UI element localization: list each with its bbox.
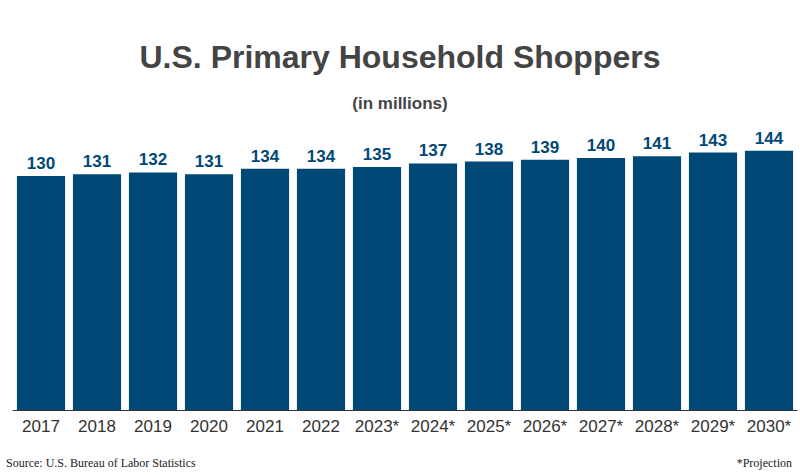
svg-text:140: 140 bbox=[587, 136, 615, 155]
svg-text:2019: 2019 bbox=[134, 417, 172, 436]
svg-text:2017: 2017 bbox=[22, 417, 60, 436]
svg-text:2025*: 2025* bbox=[467, 417, 512, 436]
svg-text:*Projection: *Projection bbox=[737, 456, 792, 470]
svg-text:2023*: 2023* bbox=[355, 417, 400, 436]
svg-text:2021: 2021 bbox=[246, 417, 284, 436]
svg-text:Source: U.S. Bureau of Labor S: Source: U.S. Bureau of Labor Statistics bbox=[6, 456, 196, 470]
svg-text:144: 144 bbox=[755, 129, 784, 148]
svg-text:2020: 2020 bbox=[190, 417, 228, 436]
svg-text:2018: 2018 bbox=[78, 417, 116, 436]
svg-text:141: 141 bbox=[643, 134, 671, 153]
svg-text:135: 135 bbox=[363, 145, 391, 164]
svg-text:(in millions): (in millions) bbox=[352, 94, 447, 113]
svg-text:139: 139 bbox=[531, 138, 559, 157]
svg-text:138: 138 bbox=[475, 140, 503, 159]
svg-text:130: 130 bbox=[27, 154, 55, 173]
svg-text:2026*: 2026* bbox=[523, 417, 568, 436]
svg-text:2028*: 2028* bbox=[635, 417, 680, 436]
svg-text:143: 143 bbox=[699, 131, 727, 150]
svg-text:2027*: 2027* bbox=[579, 417, 624, 436]
svg-text:131: 131 bbox=[83, 152, 111, 171]
svg-text:2030*: 2030* bbox=[747, 417, 792, 436]
svg-text:2022: 2022 bbox=[302, 417, 340, 436]
svg-text:137: 137 bbox=[419, 141, 447, 160]
svg-text:134: 134 bbox=[307, 147, 336, 166]
svg-text:2029*: 2029* bbox=[691, 417, 736, 436]
svg-text:131: 131 bbox=[195, 152, 223, 171]
svg-text:134: 134 bbox=[251, 147, 280, 166]
svg-text:2024*: 2024* bbox=[411, 417, 456, 436]
svg-text:132: 132 bbox=[139, 150, 167, 169]
svg-text:U.S. Primary Household Shopper: U.S. Primary Household Shoppers bbox=[140, 39, 661, 75]
